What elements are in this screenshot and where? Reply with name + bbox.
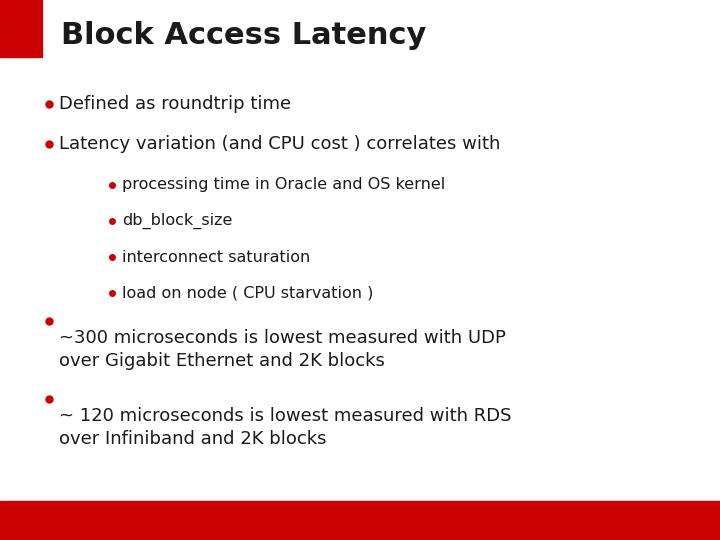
Text: db_block_size: db_block_size: [122, 213, 233, 229]
Text: ORACLE: ORACLE: [647, 514, 702, 527]
Text: ~300 microseconds is lowest measured with UDP
over Gigabit Ethernet and 2K block: ~300 microseconds is lowest measured wit…: [59, 329, 506, 370]
Bar: [0, 0, 42, 57]
Bar: [0, 501, 720, 540]
Text: Latency variation (and CPU cost ) correlates with: Latency variation (and CPU cost ) correl…: [59, 135, 500, 153]
Text: load on node ( CPU starvation ): load on node ( CPU starvation ): [122, 286, 374, 301]
Text: processing time in Oracle and OS kernel: processing time in Oracle and OS kernel: [122, 177, 446, 192]
Text: interconnect saturation: interconnect saturation: [122, 249, 310, 265]
Text: Defined as roundtrip time: Defined as roundtrip time: [59, 94, 291, 113]
Text: Block Access Latency: Block Access Latency: [61, 21, 426, 50]
Text: ~ 120 microseconds is lowest measured with RDS
over Infiniband and 2K blocks: ~ 120 microseconds is lowest measured wi…: [59, 407, 511, 448]
